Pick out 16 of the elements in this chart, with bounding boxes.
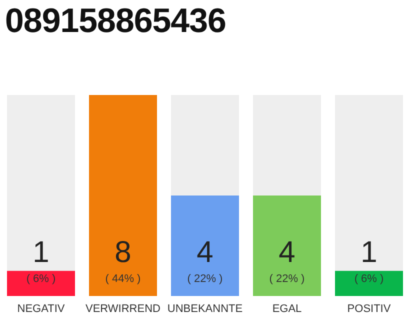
x-tick-label: VERWIRREND: [86, 302, 161, 315]
annotation: ( 22% ): [187, 273, 223, 285]
x-tick-label: EGAL: [272, 302, 302, 315]
data-label: 4: [196, 236, 214, 269]
x-tick-label: NEGATIV: [17, 302, 66, 315]
annotation: ( 44% ): [105, 273, 141, 285]
data-label: 1: [360, 236, 378, 269]
chart-title: 089158865436: [5, 1, 226, 42]
annotation: ( 6% ): [26, 273, 56, 285]
annotation: ( 22% ): [269, 273, 305, 285]
annotation: ( 6% ): [354, 273, 384, 285]
data-label: 8: [114, 236, 132, 269]
data-label: 4: [278, 236, 296, 269]
data-label: 1: [32, 236, 50, 269]
x-tick-label: UNBEKANNTE: [167, 302, 243, 315]
x-tick-label: POSITIV: [347, 302, 392, 315]
